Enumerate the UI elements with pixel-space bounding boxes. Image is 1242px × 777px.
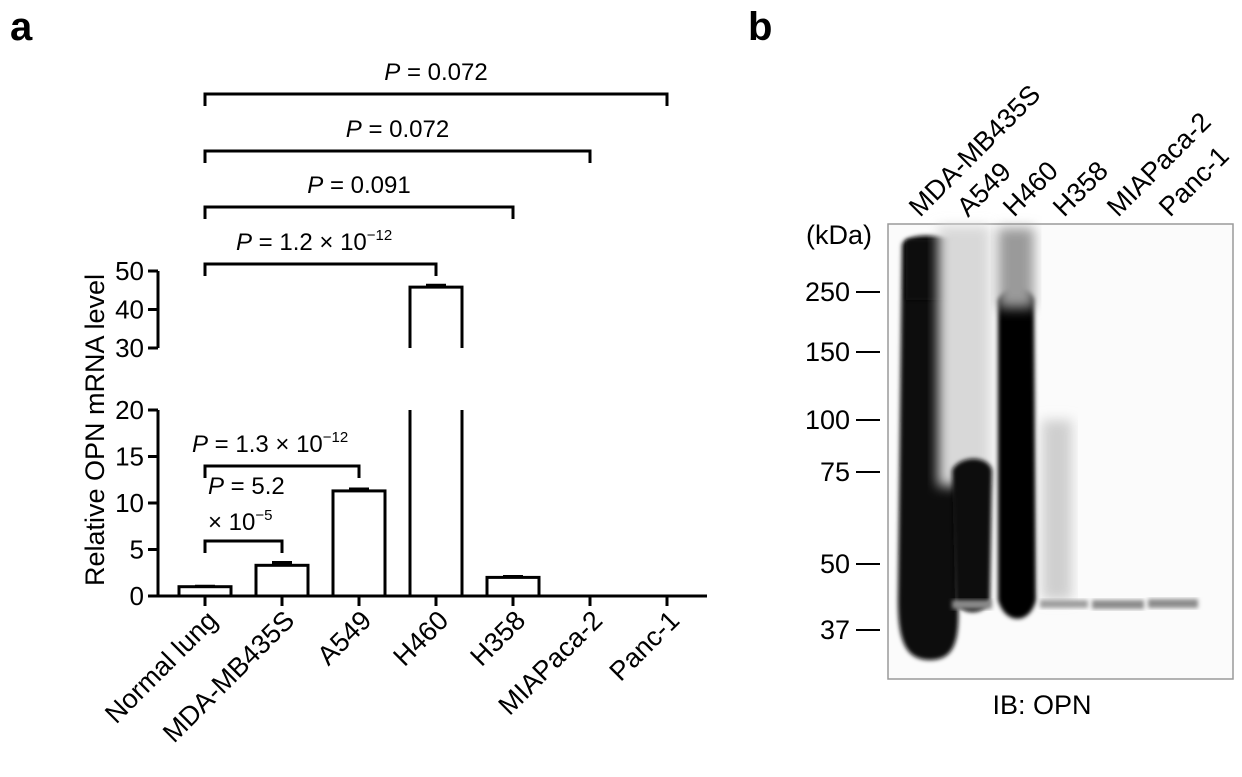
p-value-label-line1: P = 5.2 <box>208 473 285 500</box>
kda-unit-label: (kDa) <box>806 220 872 250</box>
p-value-label: P = 1.2 × 10−12 <box>236 227 392 256</box>
band-a549-smear <box>938 226 990 486</box>
panel-b-label: b <box>748 5 772 49</box>
p-value-label-line2: × 10−5 <box>208 507 273 536</box>
band-a549 <box>952 458 992 612</box>
marker-label: 100 <box>805 405 850 435</box>
molecular-weight-markers: 250 150 100 75 50 37 <box>805 277 880 645</box>
bracket-miapaca-2 <box>203 149 592 163</box>
band-a549-37 <box>952 600 992 609</box>
x-tick-label: MDA-MB435S <box>157 605 300 748</box>
band-miapaca-2 <box>1092 600 1144 609</box>
y-tick-label: 50 <box>115 256 144 286</box>
band-h358-smear <box>1042 420 1072 600</box>
x-tick-label: H460 <box>387 605 454 672</box>
p-value-label: P = 0.091 <box>307 172 410 199</box>
y-tick-label: 40 <box>115 295 144 325</box>
bracket-panc-1 <box>203 92 669 106</box>
y-tick-label: 15 <box>115 442 144 472</box>
x-tick-label: A549 <box>311 605 377 671</box>
bracket-mda-mb435s <box>203 539 284 553</box>
chart-axes: 0 5 10 15 20 30 40 50 <box>115 256 707 611</box>
lane-label: H460 <box>997 155 1064 222</box>
x-tick-label: Panc-1 <box>604 605 686 687</box>
bracket-a549 <box>203 464 361 478</box>
bar-h358 <box>485 575 541 598</box>
band-h460-top <box>998 228 1034 308</box>
lane-label: H358 <box>1047 155 1114 222</box>
y-tick-label: 30 <box>115 333 144 363</box>
marker-label: 37 <box>820 615 850 645</box>
y-tick-label: 10 <box>115 488 144 518</box>
y-tick-label: 5 <box>130 535 144 565</box>
bar-a549 <box>331 489 387 598</box>
y-tick-label: 0 <box>130 581 144 611</box>
bars <box>177 283 541 598</box>
bar-normal-lung <box>177 585 233 598</box>
panel-a-label: a <box>10 5 33 49</box>
marker-label: 75 <box>820 457 850 487</box>
p-value-label: P = 1.3 × 10−12 <box>192 429 348 458</box>
marker-label: 50 <box>820 549 850 579</box>
p-value-label: P = 0.072 <box>384 59 487 86</box>
marker-label: 250 <box>805 277 850 307</box>
bar-h460-lower <box>408 410 464 598</box>
p-value-label: P = 0.072 <box>346 116 449 143</box>
y-tick-label: 20 <box>115 395 144 425</box>
y-axis-label: Relative OPN mRNA level <box>80 274 110 586</box>
bracket-h460 <box>203 262 438 276</box>
x-tick-label: H358 <box>464 605 531 672</box>
significance-brackets: P = 0.072 P = 0.072 P = 0.091 P = 1.2 × 10−… <box>192 59 669 553</box>
blot-footer: IB: OPN <box>992 690 1091 720</box>
band-panc-1 <box>1148 599 1198 608</box>
blot-bands <box>898 226 1198 660</box>
band-h358 <box>1040 600 1088 608</box>
band-h460 <box>998 288 1036 619</box>
bar-h460-upper <box>408 285 464 348</box>
bracket-h358 <box>203 205 515 219</box>
marker-label: 150 <box>805 337 850 367</box>
bar-mda-mb435s <box>254 563 310 598</box>
